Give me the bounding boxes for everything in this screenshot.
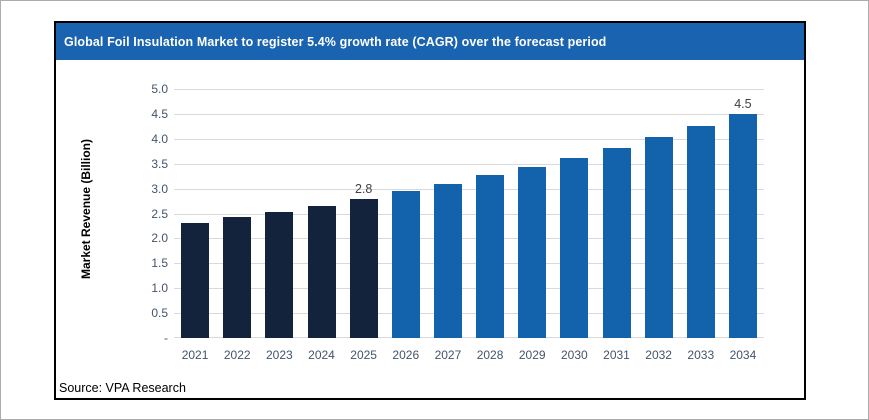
chart-panel: Global Foil Insulation Market to registe… — [54, 21, 806, 400]
bar-2034 — [728, 113, 757, 338]
x-tick-label-2023: 2023 — [265, 348, 293, 362]
gridline — [174, 89, 764, 90]
gridline — [174, 113, 764, 115]
gridline — [174, 263, 764, 265]
bar-2028 — [476, 175, 505, 338]
bar-2032 — [644, 137, 673, 338]
x-tick-label-2025: 2025 — [350, 348, 377, 362]
y-tick-label: 4.5 — [151, 106, 168, 121]
x-tick-label-2027: 2027 — [434, 348, 462, 362]
x-tick-label-2021: 2021 — [181, 348, 209, 362]
x-tick-label-2033: 2033 — [687, 348, 715, 362]
chart-title: Global Foil Insulation Market to registe… — [64, 34, 607, 49]
y-tick-label: 0.5 — [151, 306, 168, 321]
bar-2021 — [181, 223, 210, 338]
gridline — [174, 213, 764, 215]
gridline — [174, 313, 764, 315]
bar-2031 — [602, 148, 631, 338]
data-label-2025: 2.8 — [354, 181, 373, 196]
bar-2024 — [307, 205, 336, 338]
y-tick-label: 2.0 — [151, 231, 168, 246]
bar-2027 — [433, 183, 462, 338]
x-tick-label-2034: 2034 — [729, 348, 757, 362]
y-tick-label: 3.5 — [151, 156, 168, 171]
y-tick-label: 1.5 — [151, 256, 168, 271]
gridline — [174, 238, 764, 240]
plot-area: 2.8 4.5 — [174, 89, 764, 338]
bar-2029 — [518, 166, 547, 338]
x-tick-label-2031: 2031 — [603, 348, 630, 362]
y-tick-label: 4.0 — [151, 131, 168, 146]
x-tick-label-2028: 2028 — [476, 348, 504, 362]
x-tick-label-2024: 2024 — [308, 348, 335, 362]
x-tick-label-2026: 2026 — [392, 348, 420, 362]
gridline — [174, 288, 764, 290]
y-axis-title-text: Market Revenue (Billion) — [79, 138, 93, 280]
bar-2022 — [223, 217, 252, 338]
x-axis-line — [174, 337, 764, 338]
y-tick-label: - — [164, 331, 168, 345]
bar-2033 — [686, 126, 715, 338]
gridline — [174, 138, 764, 140]
gridline — [174, 163, 764, 165]
y-tick-label: 3.0 — [151, 181, 168, 196]
x-tick-label-2029: 2029 — [518, 348, 546, 362]
x-tick-label-2032: 2032 — [645, 348, 672, 362]
chart-title-bar: Global Foil Insulation Market to registe… — [56, 23, 804, 60]
source-note: Source: VPA Research — [59, 381, 186, 395]
y-tick-label: 2.5 — [151, 206, 168, 221]
x-tick-label-2022: 2022 — [223, 348, 251, 362]
bar-2023 — [265, 212, 294, 338]
bar-2025 — [349, 198, 378, 338]
bar-2026 — [391, 191, 420, 338]
gridline — [174, 188, 764, 190]
bar-2030 — [560, 157, 589, 338]
x-tick-label-2030: 2030 — [560, 348, 588, 362]
y-tick-label: 1.0 — [151, 281, 168, 296]
y-tick-label: 5.0 — [151, 82, 168, 96]
data-label-2034: 4.5 — [734, 96, 752, 111]
